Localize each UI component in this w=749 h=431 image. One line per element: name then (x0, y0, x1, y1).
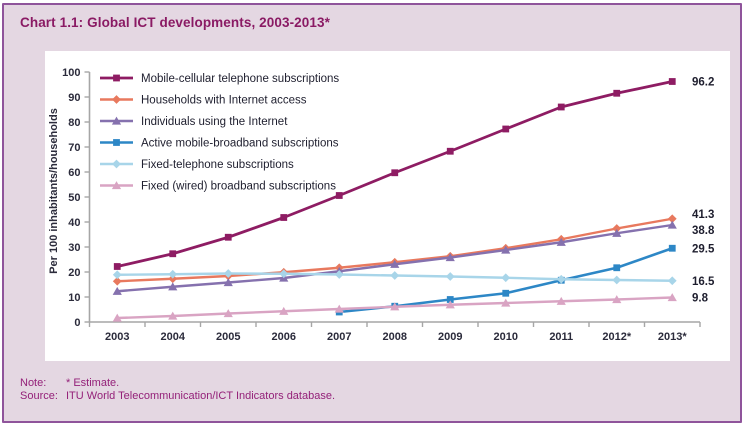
x-tick-label: 2009 (438, 331, 462, 343)
series-marker (168, 311, 178, 320)
series-marker (446, 147, 454, 155)
x-tick-label: 2011 (549, 331, 573, 343)
series-marker (390, 302, 400, 311)
series-marker (668, 78, 676, 85)
note-label: Note: (20, 377, 47, 389)
legend-label: Active mobile-broadband subscriptions (141, 138, 339, 150)
series-end-value-label: 16.5 (692, 276, 715, 288)
series-marker (556, 296, 566, 305)
series-marker (612, 228, 622, 237)
series-end-value-label: 96.2 (692, 77, 714, 89)
y-tick-label: 100 (62, 67, 80, 79)
series-end-value-label: 29.5 (692, 243, 715, 255)
source-text: ITU World Telecommunication/ICT Indicato… (66, 390, 336, 402)
series-marker (612, 295, 622, 304)
x-tick-label: 2008 (383, 331, 407, 343)
series-marker (391, 169, 399, 177)
y-tick-label: 80 (68, 117, 80, 129)
series-marker (112, 286, 122, 295)
series-marker (501, 273, 511, 283)
series-marker (169, 250, 177, 258)
x-tick-label: 2004 (161, 331, 186, 343)
series-marker (502, 289, 510, 297)
series-end-value-label: 38.8 (692, 225, 715, 237)
legend-marker (112, 95, 121, 104)
series-marker (334, 304, 344, 313)
chart-title: Chart 1.1: Global ICT developments, 2003… (20, 15, 330, 30)
series-end-value-label: 41.3 (692, 209, 714, 221)
y-tick-label: 50 (68, 192, 80, 204)
series-marker (168, 282, 178, 291)
series-marker (557, 103, 565, 111)
line-chart: 0 10 20 30 40 50 60 70 80 90 100 2003 2004 2005 2006 20… (48, 67, 715, 343)
y-tick-label: 10 (68, 292, 80, 304)
series-marker (446, 296, 454, 303)
legend-marker (113, 74, 120, 82)
series-marker (501, 245, 511, 254)
series-marker (223, 309, 233, 318)
series-marker (112, 270, 122, 280)
series-marker (502, 125, 510, 133)
series-marker (556, 237, 566, 246)
series-marker (613, 89, 621, 97)
series-marker (224, 233, 232, 241)
chart-plot-panel: 0 10 20 30 40 50 60 70 80 90 100 2003 2004 2005 2006 20… (45, 51, 730, 361)
x-tick-label: 2007 (327, 331, 351, 343)
legend-marker (111, 116, 122, 125)
series-marker (613, 264, 621, 272)
chart-footnotes: Note: * Estimate. Source: ITU World Tele… (20, 377, 335, 402)
x-tick-label: 2005 (216, 331, 240, 343)
series-marker (279, 306, 289, 315)
series-marker (445, 253, 455, 262)
series-marker (168, 269, 178, 279)
y-tick-label: 90 (68, 92, 80, 104)
legend-label: Individuals using the Internet (141, 116, 288, 128)
source-label: Source: (20, 390, 58, 402)
series-marker (667, 293, 677, 302)
series-marker (223, 278, 233, 287)
y-tick-label: 70 (68, 142, 80, 154)
series-marker (501, 298, 511, 307)
y-tick-label: 30 (68, 242, 80, 254)
legend-marker (111, 181, 122, 190)
note-text: * Estimate. (66, 377, 120, 389)
x-tick-label: 2010 (494, 331, 518, 343)
x-tick-label: 2003 (105, 331, 129, 343)
y-tick-label: 40 (68, 217, 80, 229)
series-marker (390, 271, 400, 280)
legend-marker (113, 139, 120, 146)
y-tick-label: 60 (68, 167, 80, 179)
series-marker (612, 224, 622, 233)
series-marker (667, 214, 677, 224)
legend-label: Mobile-cellular telephone subscriptions (141, 73, 339, 85)
series-marker (334, 270, 344, 279)
legend-label: Fixed-telephone subscriptions (141, 159, 294, 171)
series-end-value-label: 9.8 (692, 293, 709, 305)
series-marker (390, 259, 400, 268)
series-marker (113, 263, 121, 270)
series-marker (445, 272, 455, 281)
x-tick-label: 2013* (658, 331, 687, 343)
legend-label: Fixed (wired) broadband subscriptions (141, 181, 336, 193)
y-axis-title: Per 100 inhabitants/households (48, 108, 60, 274)
series-marker (112, 313, 122, 322)
series-marker (667, 220, 677, 229)
x-tick-label: 2012* (602, 331, 631, 343)
legend-marker (112, 159, 121, 169)
y-tick-label: 20 (68, 267, 80, 279)
series-marker (668, 244, 676, 252)
y-tick-label: 0 (74, 317, 80, 329)
series-marker (445, 300, 455, 309)
x-tick-label: 2006 (272, 331, 296, 343)
series-marker (612, 275, 622, 285)
chart-card: Chart 1.1: Global ICT developments, 2003… (2, 3, 742, 423)
series-marker (335, 192, 343, 199)
series-marker (280, 214, 288, 221)
series-marker (667, 276, 677, 286)
legend-label: Households with Internet access (141, 95, 307, 107)
